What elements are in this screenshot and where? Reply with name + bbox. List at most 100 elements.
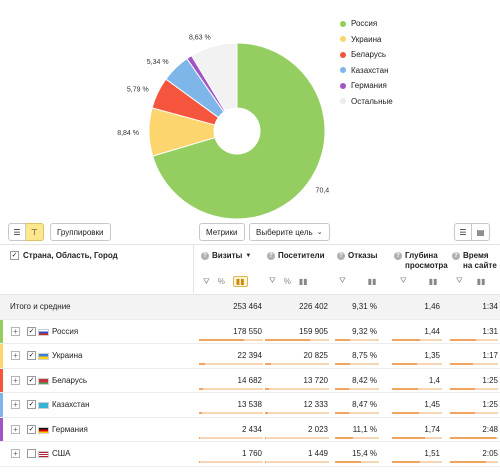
- row-checkbox[interactable]: [27, 449, 36, 458]
- filter-icon[interactable]: ⛛: [203, 276, 210, 286]
- table-row[interactable]: + ✓ Германия 2 434 2 023 11,1 % 1,74 2:48: [0, 417, 500, 442]
- progress-bar-fill: [265, 412, 268, 414]
- compact-view-button[interactable]: ▤: [472, 223, 490, 241]
- progress-bar-fill: [199, 436, 200, 439]
- row-checkbox[interactable]: ✓: [27, 351, 36, 360]
- progress-bar-fill: [450, 461, 486, 463]
- goal-select[interactable]: Выберите цель ⌄: [249, 223, 330, 241]
- row-color-stripe: [0, 344, 3, 368]
- percent-icon[interactable]: %: [283, 276, 291, 286]
- pie-slice[interactable]: [152, 42, 326, 220]
- expand-row-button[interactable]: +: [11, 351, 20, 360]
- progress-bar-depth: [392, 436, 442, 439]
- legend-dot-belarus: [340, 51, 346, 58]
- totals-time: 1:34: [482, 302, 498, 311]
- pie-slice[interactable]: [190, 42, 238, 112]
- chart-area: 70,4 % 8,84 % 5,79 % 5,34 % 8,63 % Россия Ук…: [0, 0, 500, 220]
- help-icon[interactable]: ?: [267, 252, 275, 260]
- view-tree-button[interactable]: ⊤: [26, 223, 44, 241]
- expand-row-button[interactable]: +: [11, 326, 20, 336]
- legend-item-kazakhstan[interactable]: Казахстан: [340, 63, 393, 79]
- flag-ua-icon: [38, 353, 49, 360]
- progress-bar-fill: [335, 338, 350, 341]
- bar-chart-icon[interactable]: ▮▮: [298, 276, 308, 286]
- pie-slice-label: 70,4 %: [316, 188, 330, 195]
- row-name[interactable]: Украина: [52, 351, 83, 360]
- column-header-visitors[interactable]: ? Посетители: [267, 251, 325, 261]
- table-row[interactable]: + ✓ Казахстан 13 538 12 333 8,47 % 1,45 1:25: [0, 393, 500, 418]
- expand-row-button[interactable]: +: [11, 449, 20, 458]
- progress-bar-fill: [265, 461, 266, 463]
- columns-view-button[interactable]: ☰: [454, 223, 472, 241]
- expand-row-button[interactable]: +: [11, 375, 20, 385]
- row-checkbox[interactable]: ✓: [27, 375, 36, 385]
- list-view-icon: ☰: [13, 227, 21, 237]
- progress-bar-bounces: [335, 387, 379, 390]
- filter-icon[interactable]: ⛛: [269, 276, 276, 285]
- sort-desc-icon: ▼: [245, 253, 252, 259]
- column-header-time[interactable]: ? Время на сайте: [452, 251, 497, 271]
- cell-visitors: 13 720: [303, 375, 328, 385]
- bar-chart-icon[interactable]: ▮▮: [367, 276, 377, 286]
- view-list-button[interactable]: ☰: [8, 223, 26, 241]
- cell-depth: 1,4: [428, 375, 440, 385]
- filter-icon[interactable]: ⛛: [400, 276, 407, 285]
- help-icon[interactable]: ?: [337, 252, 345, 260]
- table-row[interactable]: + ✓ Украина 22 394 20 825 8,75 % 1,35 1:17: [0, 344, 500, 369]
- grid-icon: ▤: [476, 227, 485, 237]
- totals-visitors: 226 402: [299, 302, 328, 311]
- table-row[interactable]: + ✓ Россия 178 550 159 905 9,32 % 1,44 1:31: [0, 319, 500, 344]
- select-all-checkbox[interactable]: ✓: [10, 251, 19, 260]
- cell-depth: 1,51: [424, 449, 440, 458]
- expand-row-button[interactable]: +: [11, 400, 20, 409]
- table-row[interactable]: + США 1 760 1 449 15,4 % 1,51 2:05: [0, 442, 500, 467]
- legend-item-other[interactable]: Остальные: [340, 94, 393, 110]
- table-row[interactable]: + ✓ Беларусь 14 682 13 720 8,42 % 1,4 1:25: [0, 368, 500, 393]
- row-name[interactable]: Беларусь: [52, 375, 87, 385]
- grouping-button[interactable]: Группировки: [50, 223, 111, 241]
- dimension-header[interactable]: ✓ Страна, Область, Город: [10, 251, 118, 261]
- filter-icon[interactable]: ⛛: [456, 276, 463, 285]
- percent-icon[interactable]: %: [217, 277, 225, 286]
- divider: [193, 245, 194, 293]
- row-color-stripe: [0, 393, 3, 417]
- legend-item-russia[interactable]: Россия: [340, 16, 393, 32]
- bar-chart-icon[interactable]: ▮▮: [476, 276, 486, 286]
- row-checkbox[interactable]: ✓: [27, 326, 36, 336]
- expand-row-button[interactable]: +: [11, 424, 20, 434]
- column-header-visits[interactable]: ? Визиты ▼: [201, 251, 251, 261]
- cell-bounces: 9,32 %: [352, 326, 377, 336]
- column-header-bounces[interactable]: ? Отказы: [337, 251, 378, 261]
- cell-bounces: 8,75 %: [352, 351, 377, 360]
- progress-bar-fill: [392, 387, 418, 390]
- legend-item-belarus[interactable]: Беларусь: [340, 47, 393, 63]
- progress-bar-visits: [199, 461, 263, 463]
- bar-chart-icon[interactable]: ▮▮: [428, 276, 438, 286]
- table-row[interactable]: +Израиль1 6971 2648,78 %1,953:04: [0, 467, 500, 474]
- divider: [0, 294, 500, 295]
- row-name[interactable]: Россия: [52, 326, 79, 336]
- help-icon[interactable]: ?: [394, 252, 402, 260]
- metrics-button[interactable]: Метрики: [199, 223, 245, 241]
- bar-chart-icon[interactable]: ▮▮: [232, 276, 248, 287]
- legend-item-ukraine[interactable]: Украина: [340, 32, 393, 48]
- legend-item-germany[interactable]: Германия: [340, 78, 393, 94]
- grouping-button-label: Группировки: [57, 227, 104, 237]
- filter-icon[interactable]: ⛛: [339, 276, 346, 285]
- help-icon[interactable]: ?: [201, 252, 209, 260]
- legend-label: Казахстан: [351, 65, 389, 75]
- totals-bounces: 9,31 %: [352, 302, 377, 311]
- progress-bar-bounces: [335, 436, 379, 439]
- help-icon[interactable]: ?: [452, 252, 460, 260]
- row-name[interactable]: Германия: [52, 424, 88, 434]
- cell-time: 1:25: [482, 400, 498, 409]
- column-header-depth[interactable]: ? Глубина просмотра: [394, 251, 448, 271]
- row-checkbox[interactable]: ✓: [27, 400, 36, 409]
- row-checkbox[interactable]: ✓: [27, 424, 36, 434]
- row-name[interactable]: Казахстан: [52, 400, 90, 409]
- row-name[interactable]: США: [52, 449, 71, 458]
- progress-bar-fill: [265, 363, 271, 365]
- cell-visits: 178 550: [233, 326, 262, 336]
- column-label-stack: Глубина просмотра: [405, 251, 448, 271]
- progress-bar-fill: [392, 363, 417, 365]
